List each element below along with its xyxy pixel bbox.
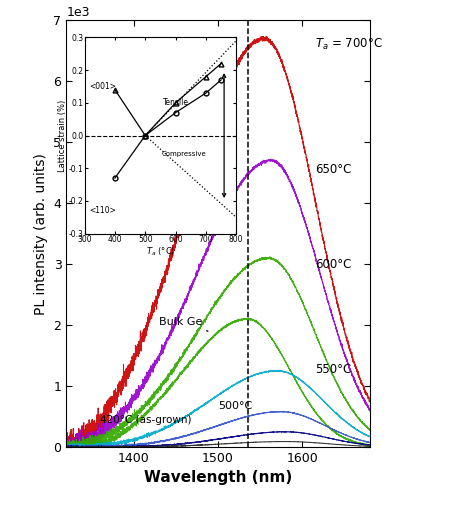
Text: $T_a$ = 700°C: $T_a$ = 700°C xyxy=(315,37,383,52)
Text: 420°C (as-grown): 420°C (as-grown) xyxy=(100,415,191,425)
Text: 650°C: 650°C xyxy=(315,163,351,176)
Text: 600°C: 600°C xyxy=(315,258,351,271)
Text: 550°C: 550°C xyxy=(315,363,351,376)
Y-axis label: PL intensity (arb. units): PL intensity (arb. units) xyxy=(34,153,48,314)
Text: 500°C: 500°C xyxy=(218,401,252,410)
X-axis label: Wavelength (nm): Wavelength (nm) xyxy=(144,470,292,486)
Text: Bulk Ge: Bulk Ge xyxy=(159,317,208,331)
